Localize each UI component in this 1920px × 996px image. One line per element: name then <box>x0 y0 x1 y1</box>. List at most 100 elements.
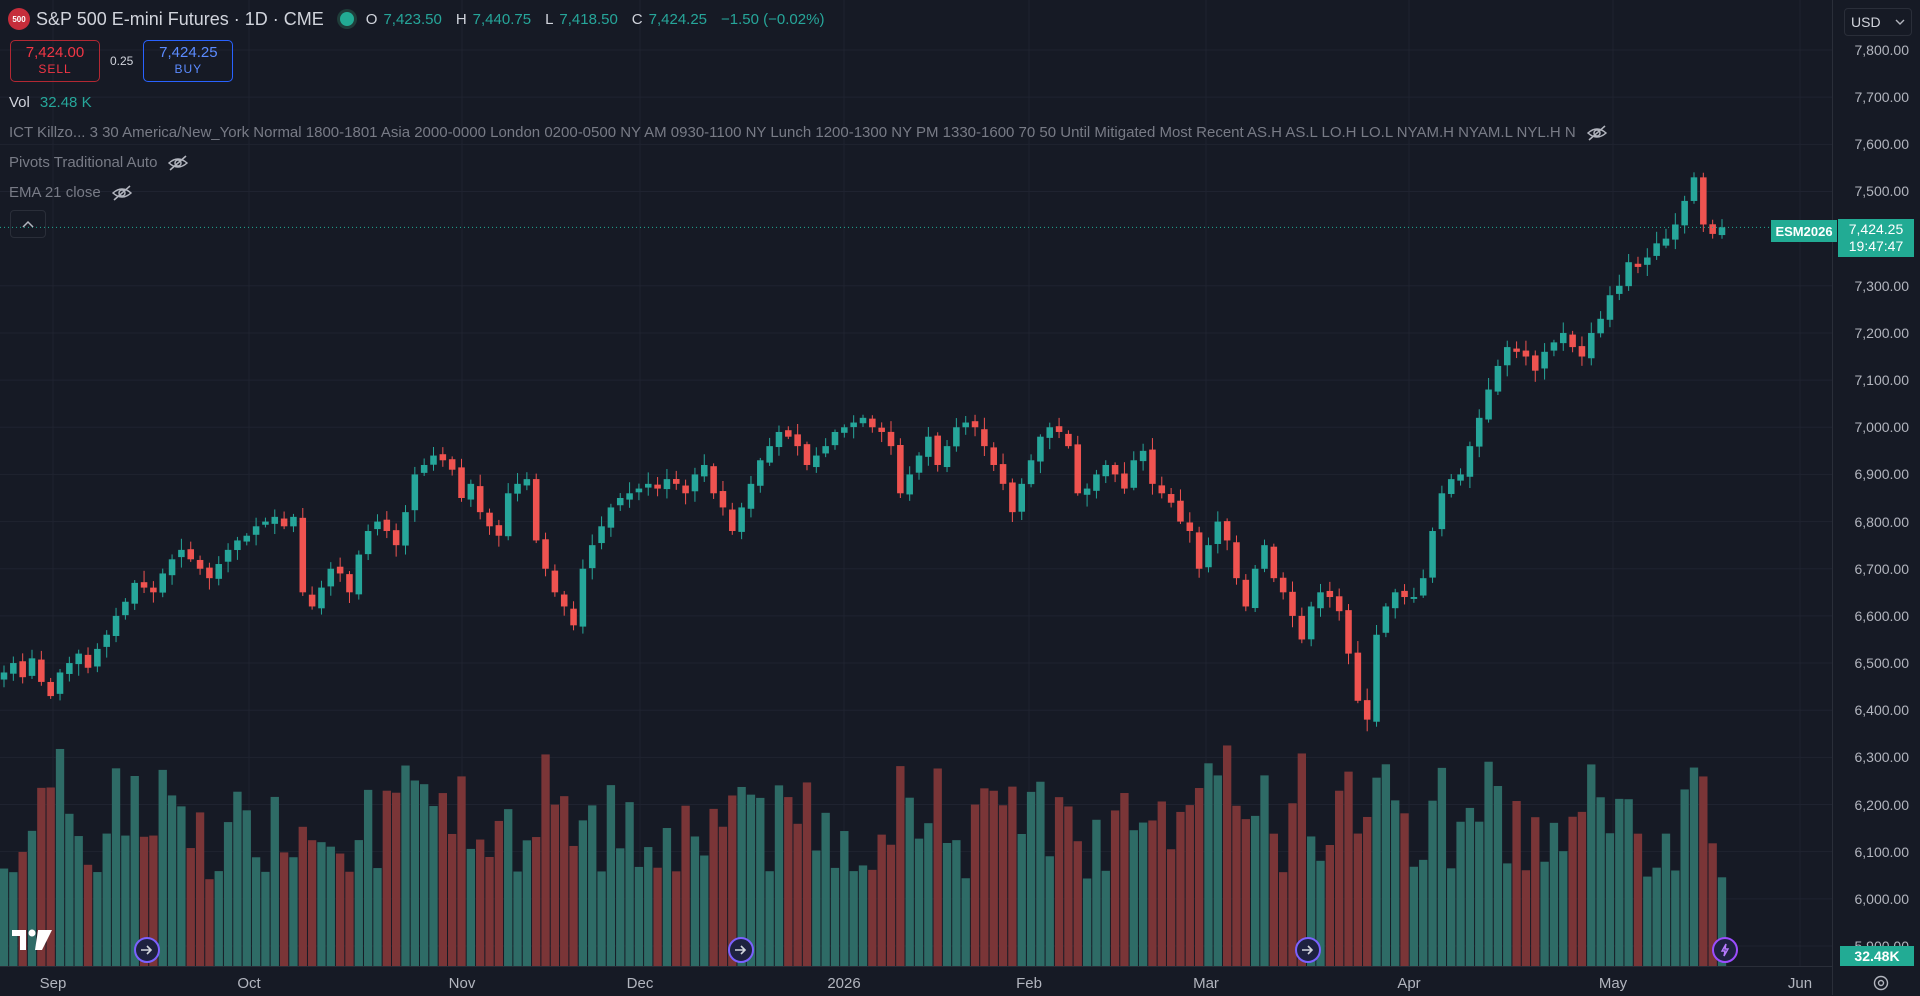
volume-bar <box>102 833 111 966</box>
price-tick-label: 7,200.00 <box>1854 324 1910 341</box>
volume-bar <box>942 842 952 966</box>
volume-bar <box>578 820 588 966</box>
lightning-event-icon[interactable] <box>1712 937 1738 963</box>
volume-bar <box>289 857 298 966</box>
volume-bar <box>681 805 690 966</box>
chart-canvas[interactable] <box>0 0 1832 966</box>
price-tick-label: 7,500.00 <box>1854 183 1910 200</box>
pivots-indicator-legend[interactable]: Pivots Traditional Auto <box>9 154 189 171</box>
candle-body <box>1317 592 1324 609</box>
volume-bar <box>653 867 662 966</box>
price-tick-label: 6,600.00 <box>1854 607 1910 624</box>
sell-button[interactable]: 7,424.00 SELL <box>10 40 100 82</box>
volume-bar <box>504 809 513 966</box>
volume-price-label: 32.48K <box>1840 946 1914 966</box>
symbol-logo[interactable]: 500 <box>8 8 30 30</box>
candle-body <box>318 587 325 609</box>
candle-body <box>1307 606 1315 640</box>
candle-body <box>999 464 1007 484</box>
candle-body <box>495 525 503 536</box>
candle-body <box>1027 460 1035 485</box>
volume-bar <box>186 848 195 966</box>
candle-body <box>644 483 652 488</box>
candle-body <box>1093 474 1100 491</box>
volume-bar <box>149 835 158 966</box>
candle-body <box>308 594 316 607</box>
candle-body <box>150 587 157 593</box>
volume-bar <box>700 855 709 966</box>
time-axis[interactable]: Sep Oct Nov Dec 2026 Feb Mar Apr May Jun <box>0 966 1832 996</box>
last-price-value: 7,424.25 <box>1848 221 1904 237</box>
candle-body <box>635 488 643 493</box>
economic-event-icon[interactable] <box>134 937 160 963</box>
killzones-indicator-legend[interactable]: ICT Killzo... 3 30 America/New_York Norm… <box>9 124 1608 141</box>
volume-bar <box>65 813 74 966</box>
candle-body <box>299 517 307 593</box>
volume-bar <box>214 871 223 966</box>
price-tick-label: 6,800.00 <box>1854 513 1910 530</box>
volume-bar <box>1054 797 1064 966</box>
hidden-eye-icon[interactable] <box>1586 124 1608 141</box>
volume-bar <box>672 871 681 966</box>
settings-gear-icon[interactable] <box>1872 974 1890 992</box>
candle-body <box>841 427 848 433</box>
volume-bar <box>382 790 391 966</box>
volume-bar <box>1381 764 1391 966</box>
volume-bar <box>1288 803 1297 966</box>
market-status-icon[interactable] <box>339 12 354 26</box>
candle-body <box>140 582 148 588</box>
volume-bar <box>998 805 1008 966</box>
ema-indicator-legend[interactable]: EMA 21 close <box>9 184 133 201</box>
price-axis[interactable]: 7,800.00 7,700.00 7,600.00 7,500.00 7,300.00… <box>1832 0 1920 995</box>
volume-bar <box>1503 863 1512 966</box>
volume-bar <box>1568 816 1577 966</box>
volume-bar <box>644 847 653 966</box>
economic-event-icon[interactable] <box>1295 937 1321 963</box>
volume-bar <box>1493 786 1503 966</box>
symbol-title[interactable]: S&P 500 E-mini Futures · 1D · CME <box>36 8 324 29</box>
candle-body <box>560 594 568 607</box>
buy-button[interactable]: 7,424.25 BUY <box>143 40 234 82</box>
candle-body <box>1055 426 1063 432</box>
candle-body <box>775 431 783 448</box>
hidden-eye-icon[interactable] <box>167 154 189 171</box>
hidden-eye-icon[interactable] <box>111 184 133 201</box>
candle-body <box>1616 285 1623 294</box>
candle-body <box>252 526 260 535</box>
volume-bar <box>1559 851 1568 966</box>
economic-event-icon[interactable] <box>728 937 754 963</box>
candle-body <box>981 429 988 447</box>
candle-body <box>94 648 101 667</box>
price-tick-label: 6,200.00 <box>1854 796 1910 813</box>
candle-body <box>859 417 867 424</box>
volume-bar <box>914 838 924 966</box>
price-tick-label: 6,100.00 <box>1854 843 1910 860</box>
volume-bar <box>821 812 830 966</box>
volume-indicator-legend[interactable]: Vol 32.48 K <box>9 94 92 111</box>
volume-bar <box>541 754 550 966</box>
volume-bar <box>1092 819 1101 966</box>
candle-body <box>206 567 213 579</box>
volume-bar <box>812 850 821 966</box>
volume-bar <box>1064 806 1073 966</box>
spread-value: 0.25 <box>110 54 134 68</box>
volume-bar <box>1428 800 1437 966</box>
candle-body <box>0 672 8 680</box>
time-label: May <box>1598 975 1628 992</box>
collapse-legend-button[interactable] <box>10 210 46 238</box>
volume-bar <box>1661 833 1671 966</box>
candle-body <box>672 479 680 484</box>
volume-bar <box>905 797 914 966</box>
volume-bar <box>1465 807 1475 966</box>
candle-body <box>66 663 73 674</box>
candle-body <box>430 455 437 465</box>
volume-bar <box>233 791 242 966</box>
volume-bar <box>1026 791 1036 966</box>
price-tick-label: 6,700.00 <box>1854 560 1910 577</box>
volume-bar <box>438 793 448 966</box>
close-value: 7,424.25 <box>648 10 708 28</box>
currency-selector[interactable]: USD <box>1844 8 1912 36</box>
candle-body <box>411 474 419 511</box>
tradingview-logo[interactable] <box>12 928 54 957</box>
low-value: 7,418.50 <box>559 10 618 28</box>
